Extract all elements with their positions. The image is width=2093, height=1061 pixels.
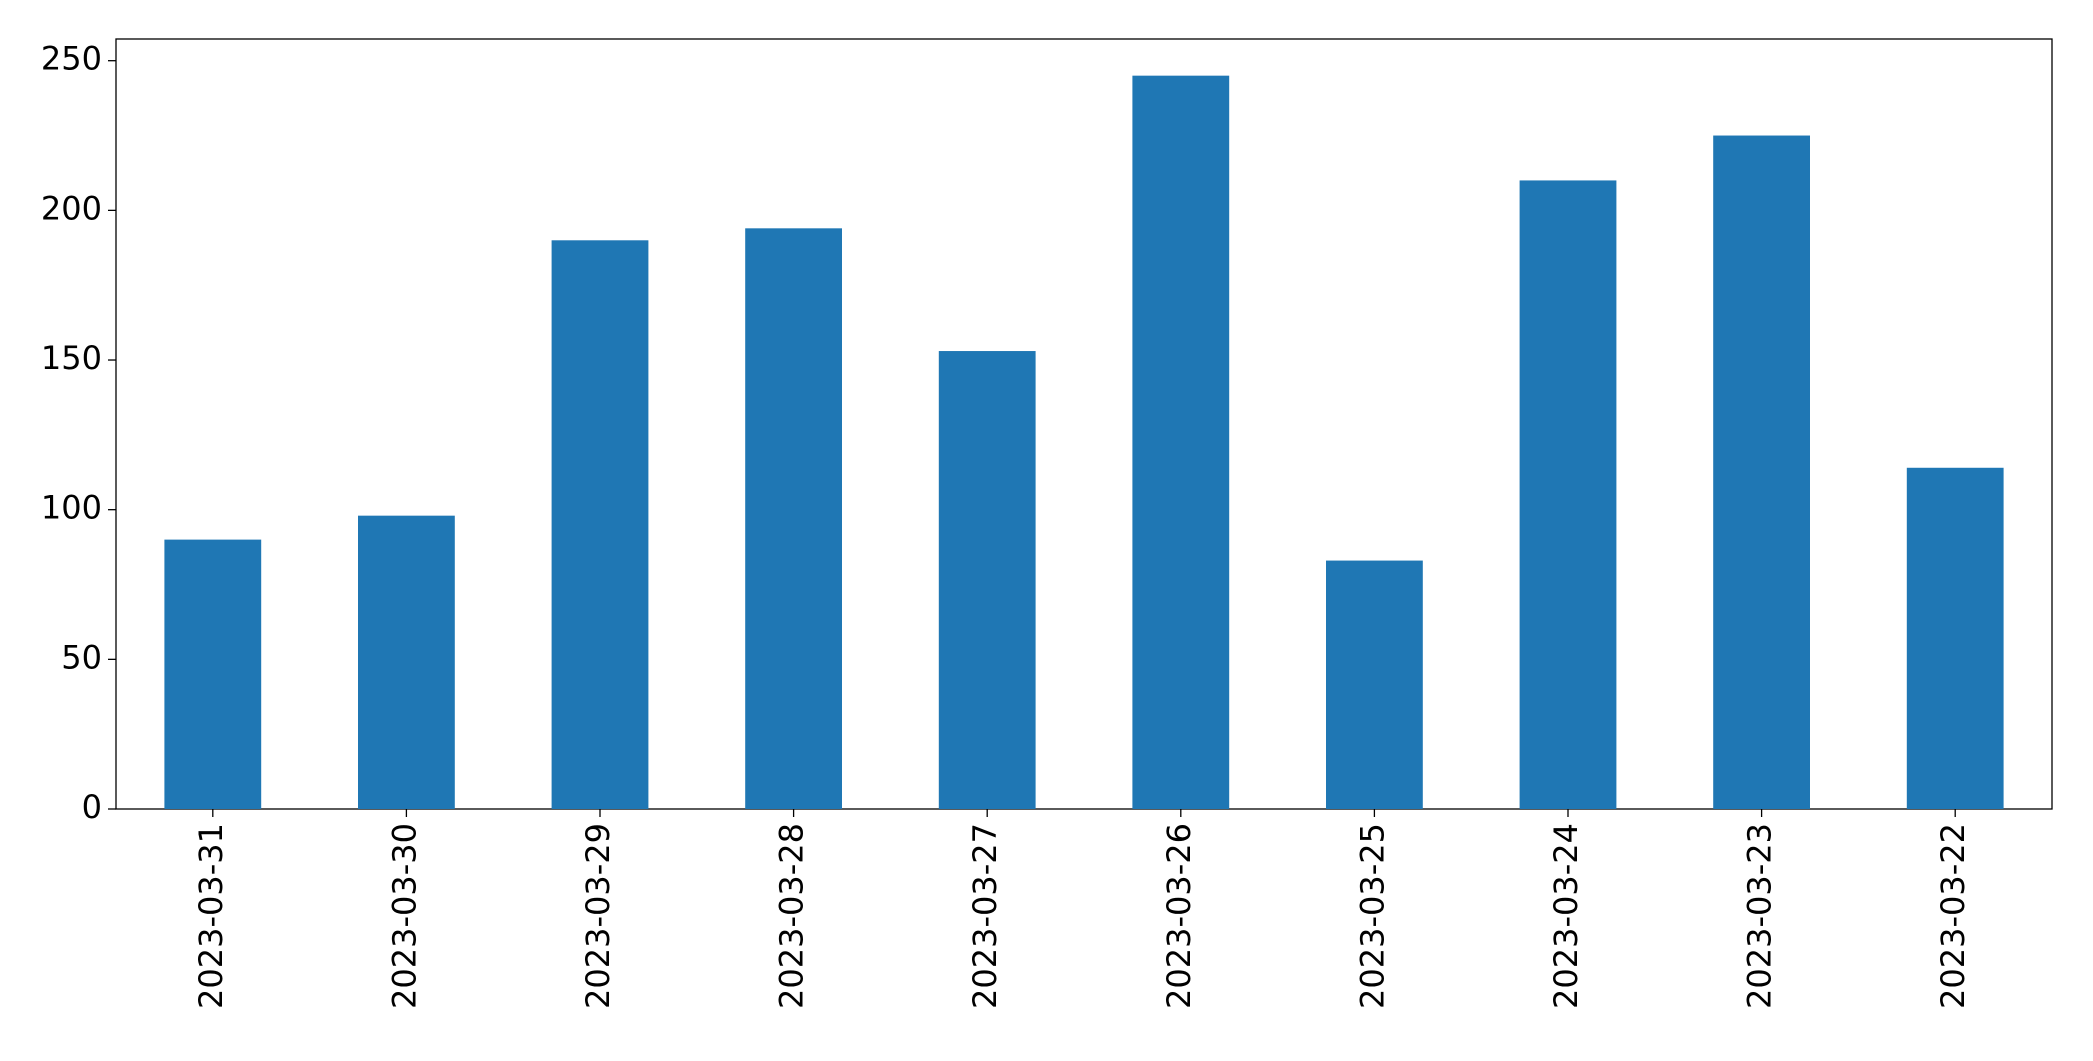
y-tick-label: 0 <box>82 788 102 826</box>
x-tick-label: 2023-03-23 <box>1741 823 1779 1009</box>
bar <box>1713 135 1810 809</box>
x-tick-label: 2023-03-22 <box>1934 823 1972 1009</box>
y-tick-label: 200 <box>41 189 102 227</box>
bar <box>164 539 262 809</box>
x-tick-label: 2023-03-25 <box>1353 823 1391 1009</box>
y-tick-label: 250 <box>41 40 102 78</box>
y-tick-label: 150 <box>41 339 102 377</box>
bar <box>938 351 1036 809</box>
bar <box>1519 180 1617 809</box>
bar <box>745 228 842 810</box>
bar <box>358 515 455 809</box>
x-tick-label: 2023-03-31 <box>192 823 230 1009</box>
bar <box>1906 467 2004 809</box>
bar <box>1132 75 1230 809</box>
x-tick-label: 2023-03-29 <box>579 823 617 1009</box>
y-tick-label: 100 <box>41 489 102 527</box>
plot-frame <box>115 38 2053 810</box>
x-tick-label: 2023-03-26 <box>1160 823 1198 1009</box>
bar <box>551 240 649 810</box>
y-tick-label: 50 <box>61 638 102 676</box>
x-tick-label: 2023-03-27 <box>966 823 1004 1009</box>
bar <box>1326 560 1423 809</box>
x-tick-label: 2023-03-24 <box>1547 823 1585 1009</box>
x-tick-label: 2023-03-28 <box>773 823 811 1009</box>
x-tick-label: 2023-03-30 <box>385 823 423 1009</box>
